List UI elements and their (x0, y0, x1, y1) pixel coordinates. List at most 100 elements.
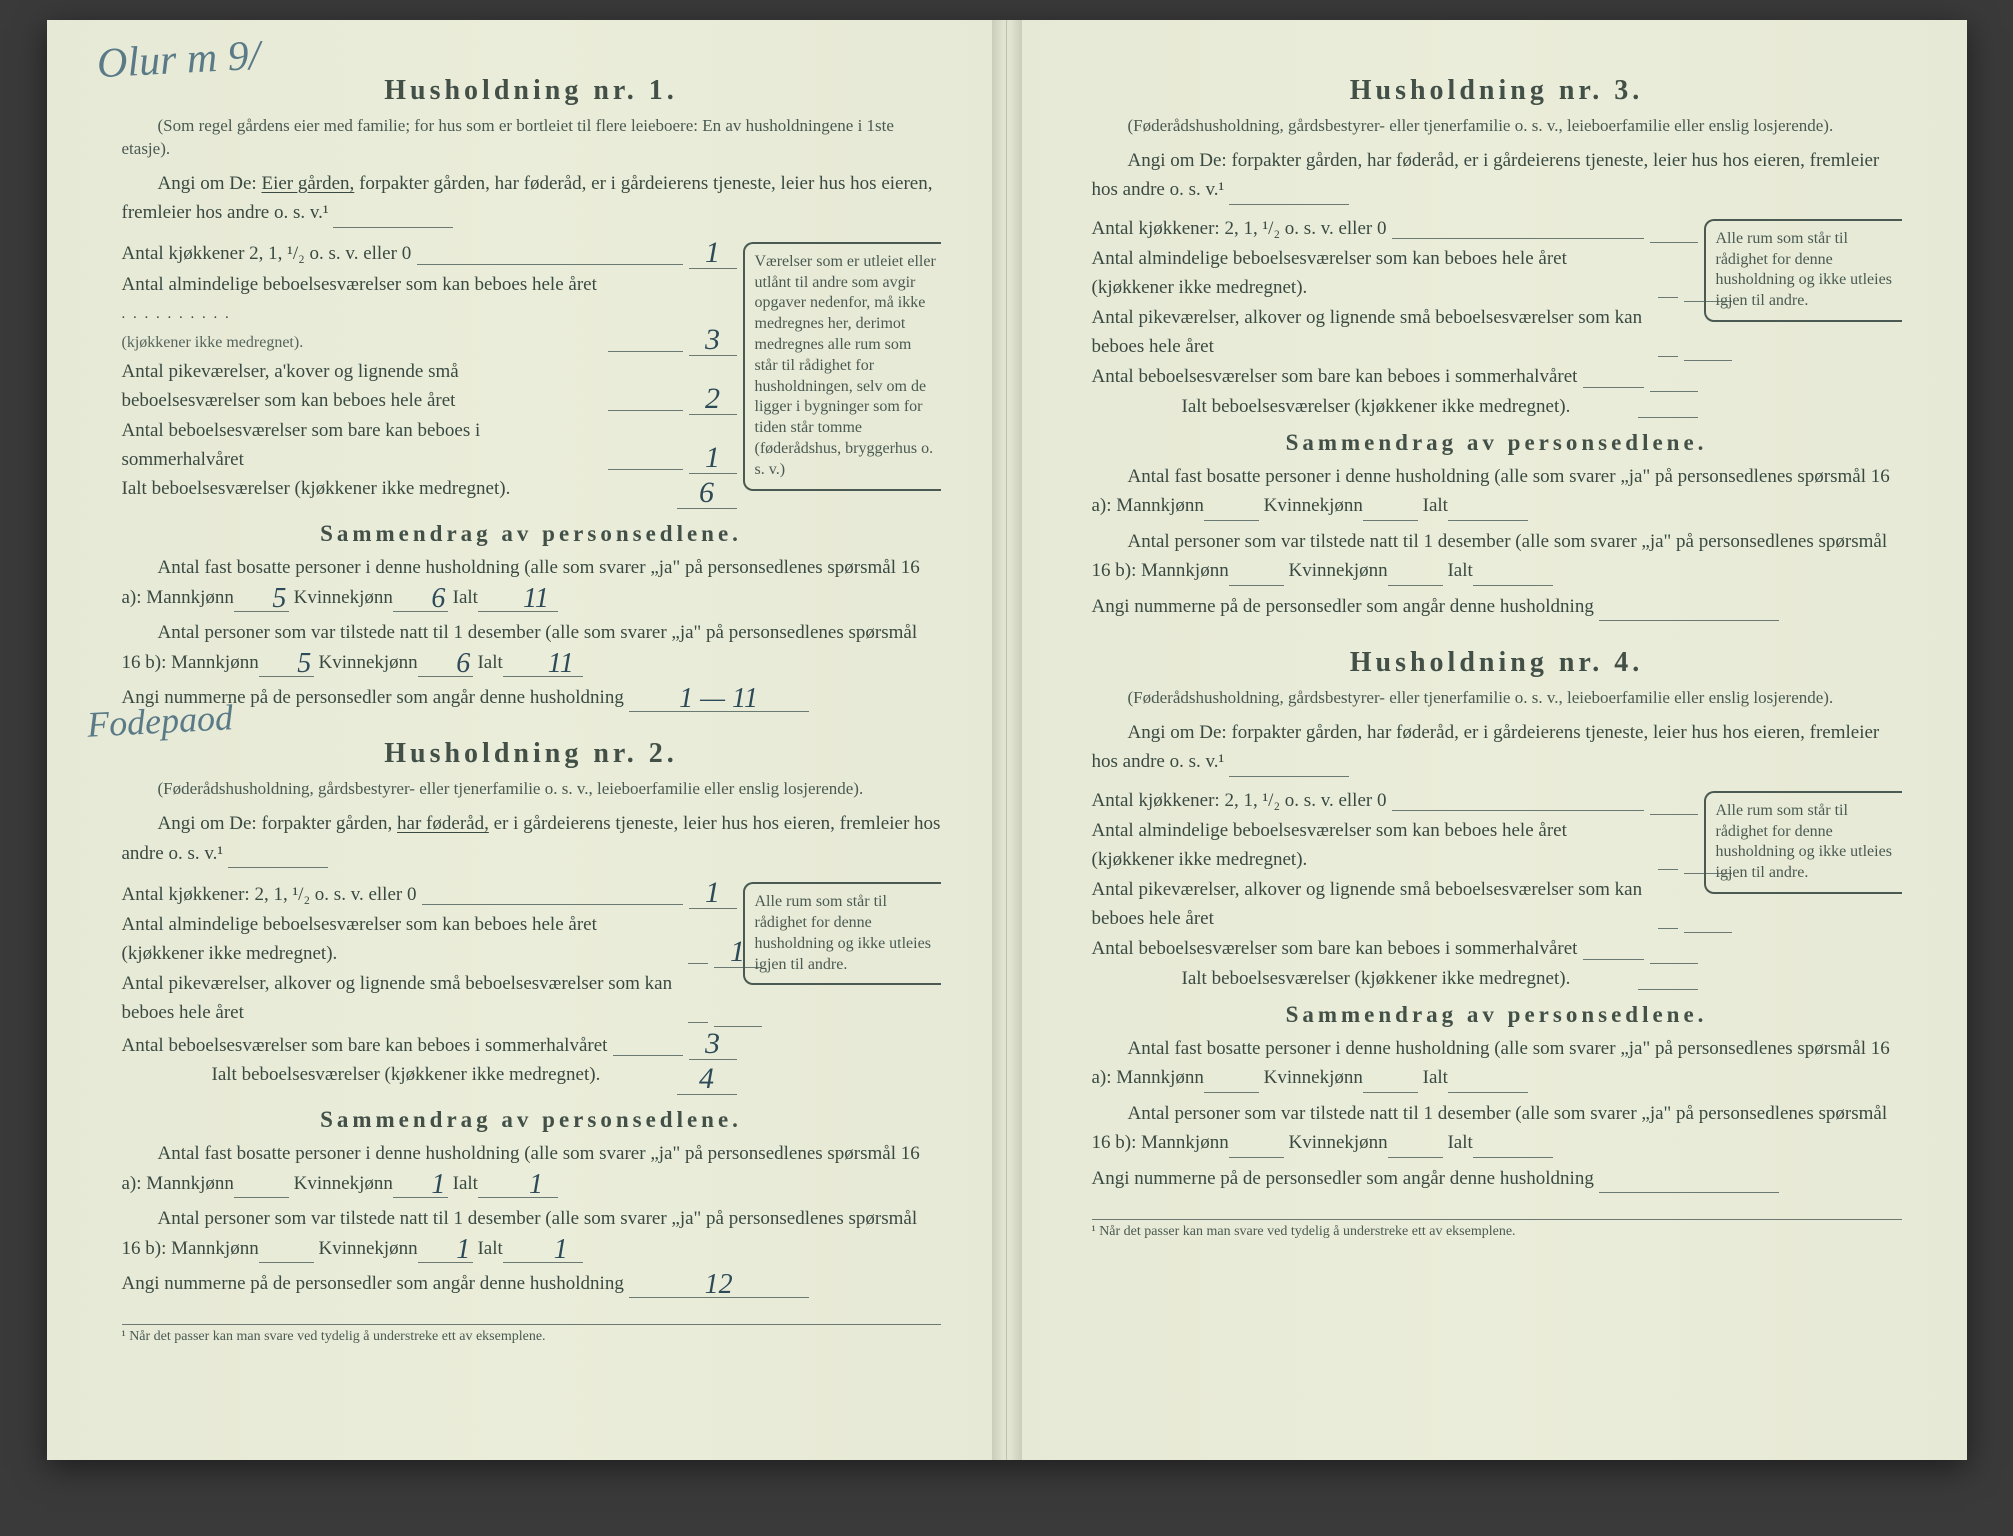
h2-ialt-val: 4 (677, 1064, 737, 1095)
h3-angi-blank (1229, 204, 1349, 205)
h4-aside: Alle rum som står til rådighet for denne… (1712, 785, 1902, 990)
dots-line (608, 410, 683, 411)
h2-aside: Alle rum som står til rådighet for denne… (751, 876, 941, 1095)
h3-angi-text: Angi om De: forpakter gården, har føderå… (1092, 150, 1880, 200)
h1-til-k: 6 (418, 651, 473, 677)
h1-fast-i: 11 (478, 586, 558, 612)
lbl-kvinnek: Kvinnekjønn (318, 1238, 417, 1259)
h3-sommer-val (1650, 391, 1698, 392)
h4-subtitle: (Føderådshusholdning, gårdsbestyrer- ell… (1092, 687, 1902, 710)
h2-fast-m (234, 1197, 289, 1198)
h1-angi-blank (333, 227, 453, 228)
h4-sommer-label: Antal beboelsesværelser som bare kan beb… (1092, 935, 1578, 964)
dots-line (422, 904, 682, 905)
h1-row-sommer: Antal beboelsesværelser som bare kan beb… (122, 417, 737, 474)
h1-aside: Værelser som er utleiet eller utlånt til… (751, 236, 941, 510)
h3-aside-brace: Alle rum som står til rådighet for denne… (1704, 219, 1902, 322)
h2-sommer-val: 3 (689, 1029, 737, 1060)
h1-ialt-label: Ialt beboelsesværelser (kjøkkener ikke m… (122, 478, 677, 509)
h2-til-m (259, 1262, 314, 1263)
h4-fast-pre: Antal fast bosatte personer i denne hush… (1092, 1038, 1890, 1088)
h2-angi-blank (228, 867, 328, 868)
h1-kjokkener-val: 1 (689, 238, 737, 269)
lbl-mannk: Mannkjønn (146, 587, 234, 608)
lbl-mannk: Mannkjønn (1116, 1067, 1204, 1088)
h1-alm-lbl-text: Antal almindelige beboelsesværelser som … (122, 274, 597, 295)
h1-sommer-label: Antal beboelsesværelser som bare kan beb… (122, 417, 602, 474)
h2-row-ialt: Ialt beboelsesværelser (kjøkkener ikke m… (122, 1064, 737, 1095)
h4-fast-k (1363, 1092, 1418, 1093)
lbl-mannk: Mannkjønn (171, 1238, 259, 1259)
h1-alm-note: (kjøkkener ikke medregnet). (122, 334, 304, 351)
h1-angi-prefix: Angi om De: (158, 173, 262, 194)
h3-numrene-val (1599, 620, 1779, 621)
dots-line (1658, 297, 1678, 298)
h3-twocol: Antal kjøkkener: 2, 1, ¹/₂ o. s. v. elle… (1092, 213, 1902, 418)
section-h3: Husholdning nr. 3. (Føderådshusholdning,… (1092, 75, 1902, 621)
h3-ialt-label: Ialt beboelsesværelser (kjøkkener ikke m… (1182, 396, 1638, 418)
spacer (1092, 396, 1182, 418)
right-footnote: ¹ Når det passer kan man svare ved tydel… (1092, 1219, 1902, 1240)
dots-line (1392, 238, 1643, 239)
h1-subtitle: (Som regel gårdens eier med familie; for… (122, 115, 941, 161)
h4-angi-blank (1229, 776, 1349, 777)
h1-fast-k: 6 (393, 586, 448, 612)
h1-pike-label: Antal pikeværelser, a'kover og lignende … (122, 358, 602, 415)
h2-til-i: 1 (503, 1237, 583, 1263)
page-fold (992, 20, 1022, 1460)
h3-fast-i (1448, 520, 1528, 521)
h4-kjokkener-val (1650, 814, 1698, 815)
lbl-ialt: Ialt (1447, 1132, 1472, 1153)
h4-kjokkener-label: Antal kjøkkener: 2, 1, ¹/₂ o. s. v. elle… (1092, 787, 1387, 816)
h2-kjokkener-val: 1 (689, 878, 737, 909)
h4-row-kjokkener: Antal kjøkkener: 2, 1, ¹/₂ o. s. v. elle… (1092, 787, 1698, 816)
lbl-kvinnek: Kvinnekjønn (1264, 1067, 1363, 1088)
h1-aside-brace: Værelser som er utleiet eller utlånt til… (743, 242, 941, 491)
h2-fast-line: Antal fast bosatte personer i denne hush… (122, 1139, 941, 1198)
dots-line (1583, 387, 1643, 388)
lbl-ialt: Ialt (477, 652, 502, 673)
h4-sammendrag-head: Sammendrag av personsedlene. (1092, 1002, 1902, 1028)
h2-numrene-line: Angi nummerne på de personsedler som ang… (122, 1269, 941, 1298)
lbl-ialt: Ialt (453, 1173, 478, 1194)
lbl-mannk: Mannkjønn (1116, 495, 1204, 516)
dots-line (417, 264, 682, 265)
lbl-ialt: Ialt (1423, 495, 1448, 516)
h4-ialt-label: Ialt beboelsesværelser (kjøkkener ikke m… (1182, 968, 1638, 990)
h4-row-almindelige: Antal almindelige beboelsesværelser som … (1092, 817, 1698, 874)
h3-main-answers: Antal kjøkkener: 2, 1, ¹/₂ o. s. v. elle… (1092, 213, 1698, 418)
h3-alm-label: Antal almindelige beboelsesværelser som … (1092, 245, 1652, 302)
h1-numrene-val: 1 — 11 (629, 686, 809, 712)
left-footnote: ¹ Når det passer kan man svare ved tydel… (122, 1324, 941, 1345)
dots-line (613, 1055, 682, 1056)
h3-til-line: Antal personer som var tilstede natt til… (1092, 527, 1902, 586)
h4-title: Husholdning nr. 4. (1092, 647, 1902, 679)
document-spread: Olur m 9/ Husholdning nr. 1. (Som regel … (47, 20, 1967, 1460)
h2-kjokkener-label: Antal kjøkkener: 2, 1, ¹/₂ o. s. v. elle… (122, 881, 417, 910)
h2-fast-i: 1 (478, 1172, 558, 1198)
h3-kjokkener-val (1650, 242, 1698, 243)
h4-pike-label: Antal pikeværelser, alkover og lignende … (1092, 876, 1652, 933)
h4-numrene-val (1599, 1192, 1779, 1193)
h2-til-line: Antal personer som var tilstede natt til… (122, 1204, 941, 1263)
h4-twocol: Antal kjøkkener: 2, 1, ¹/₂ o. s. v. elle… (1092, 785, 1902, 990)
h3-row-pike: Antal pikeværelser, alkover og lignende … (1092, 304, 1698, 361)
h1-til-m: 5 (259, 651, 314, 677)
h2-row-pike: Antal pikeværelser, alkover og lignende … (122, 970, 737, 1027)
h3-til-i (1473, 585, 1553, 586)
h4-numrene-lbl: Angi nummerne på de personsedler som ang… (1092, 1168, 1594, 1189)
h3-kjokkener-label: Antal kjøkkener: 2, 1, ¹/₂ o. s. v. elle… (1092, 215, 1387, 244)
h4-row-sommer: Antal beboelsesværelser som bare kan beb… (1092, 935, 1698, 964)
lbl-mannk: Mannkjønn (146, 1173, 234, 1194)
h3-numrene-lbl: Angi nummerne på de personsedler som ang… (1092, 596, 1594, 617)
h2-fast-k: 1 (393, 1172, 448, 1198)
dots-line (608, 469, 683, 470)
h3-angi: Angi om De: forpakter gården, har føderå… (1092, 146, 1902, 205)
section-h2: Husholdning nr. 2. (Føderådshusholdning,… (122, 738, 941, 1298)
h4-angi-text: Angi om De: forpakter gården, har føderå… (1092, 722, 1880, 772)
h1-numrene-line: Angi nummerne på de personsedler som ang… (122, 683, 941, 712)
h4-til-m (1229, 1157, 1284, 1158)
h3-row-almindelige: Antal almindelige beboelsesværelser som … (1092, 245, 1698, 302)
right-page: Husholdning nr. 3. (Føderådshusholdning,… (1007, 20, 1967, 1460)
h3-row-sommer: Antal beboelsesværelser som bare kan beb… (1092, 363, 1698, 392)
